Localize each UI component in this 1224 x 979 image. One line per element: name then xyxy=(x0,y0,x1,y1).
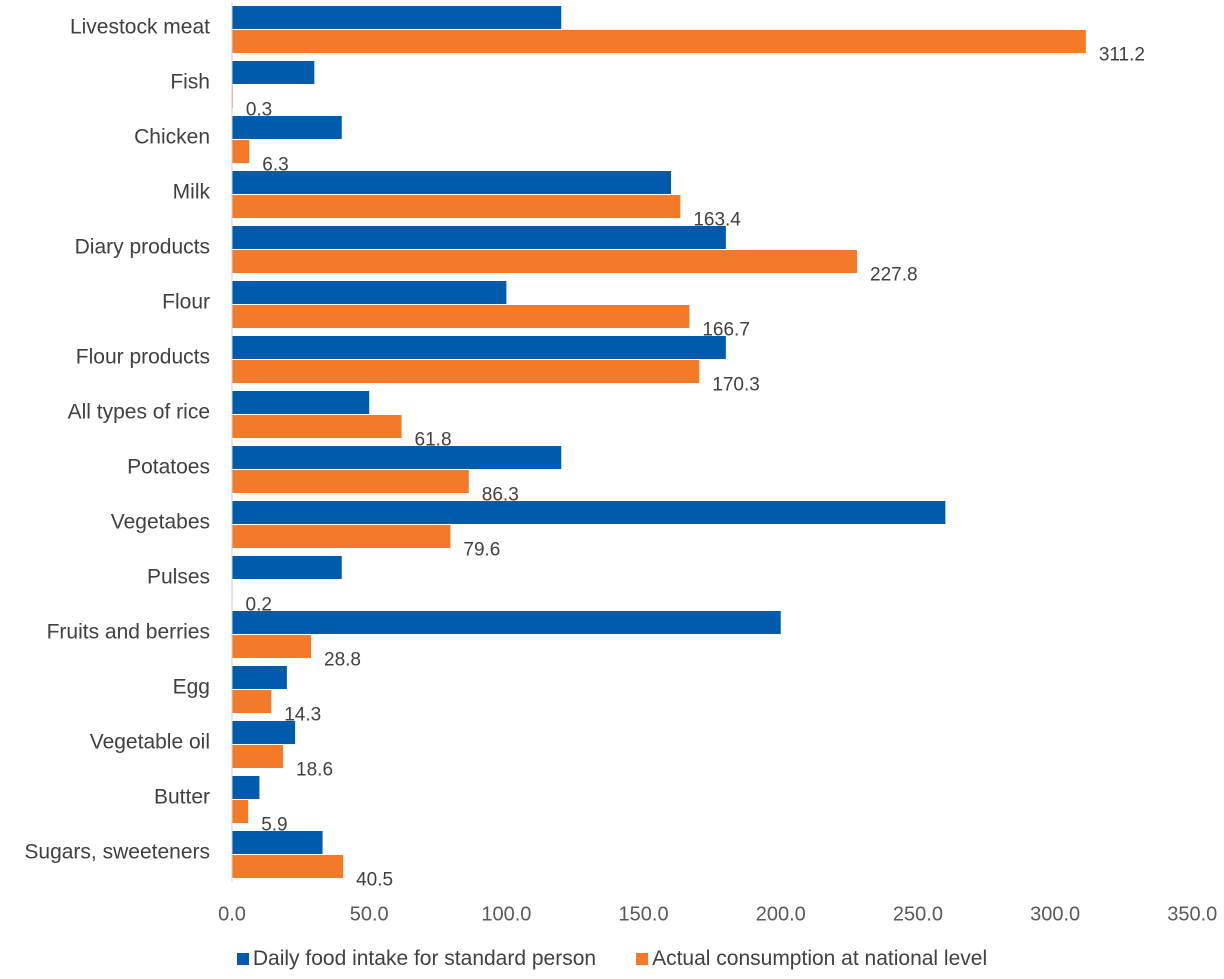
x-tick-label: 300.0 xyxy=(1030,903,1080,925)
bar-actual-consumption xyxy=(232,525,451,548)
category-labels: Livestock meat Fish Chicken Milk Diary produ… xyxy=(24,16,210,864)
category-label: Sugars, sweeteners xyxy=(24,841,210,864)
bar-actual-consumption xyxy=(232,470,469,493)
category-label: Vegetable oil xyxy=(90,731,210,754)
bar-actual-consumption xyxy=(232,745,284,768)
bar-daily-intake xyxy=(232,6,562,29)
bar-actual-consumption xyxy=(232,800,249,823)
category-label: Potatoes xyxy=(127,456,210,479)
category-label: Livestock meat xyxy=(70,16,210,39)
bar-actual-consumption xyxy=(232,360,700,383)
data-label: 163.4 xyxy=(693,210,741,231)
bar-daily-intake xyxy=(232,336,726,359)
data-label: 40.5 xyxy=(356,870,393,891)
legend-swatch-blue xyxy=(236,953,249,965)
category-label: Vegetabes xyxy=(111,511,210,534)
x-tick-label: 100.0 xyxy=(481,903,531,925)
category-label: Pulses xyxy=(147,566,210,589)
bar-daily-intake xyxy=(232,666,287,689)
bar-daily-intake xyxy=(232,446,562,469)
x-tick-label: 250.0 xyxy=(893,903,943,925)
x-tick-label: 200.0 xyxy=(756,903,806,925)
data-label: 311.2 xyxy=(1099,45,1145,66)
bar-daily-intake xyxy=(232,721,296,744)
category-label: Flour xyxy=(162,291,210,314)
category-label: Flour products xyxy=(76,346,210,369)
bar-daily-intake xyxy=(232,556,342,579)
x-tick-label: 50.0 xyxy=(350,903,389,925)
bar-daily-intake xyxy=(232,116,342,139)
x-tick-label: 150.0 xyxy=(619,903,669,925)
data-label: 14.3 xyxy=(284,705,321,726)
bar-daily-intake xyxy=(232,776,260,799)
bar-actual-consumption xyxy=(232,30,1086,53)
bar-daily-intake xyxy=(232,61,315,84)
bar-daily-intake xyxy=(232,391,370,414)
data-label: 227.8 xyxy=(870,265,918,286)
bar-daily-intake xyxy=(232,226,726,249)
category-label: Fish xyxy=(170,71,210,94)
bar-daily-intake xyxy=(232,171,671,194)
data-label: 0.3 xyxy=(246,100,272,121)
legend-label: Daily food intake for standard person xyxy=(252,947,597,970)
data-label: 6.3 xyxy=(262,155,288,176)
bar-actual-consumption xyxy=(232,415,402,438)
x-tick-label: 350.0 xyxy=(1167,903,1217,925)
x-tick-label: 0.0 xyxy=(218,903,246,925)
data-label: 79.6 xyxy=(463,540,500,561)
bar-actual-consumption xyxy=(232,635,312,658)
bar-actual-consumption xyxy=(232,305,690,328)
bar-chart: Livestock meat Fish Chicken Milk Diary produ… xyxy=(24,2,1217,925)
category-label: All types of rice xyxy=(68,401,210,424)
bar-daily-intake xyxy=(232,501,946,524)
data-label: 86.3 xyxy=(482,485,519,506)
legend-label: Actual consumption at national level xyxy=(652,947,988,970)
legend-item-daily-intake: Daily food intake for standard person xyxy=(236,944,597,974)
bar-daily-intake xyxy=(232,831,323,854)
bar-actual-consumption xyxy=(232,250,858,273)
bar-actual-consumption xyxy=(232,855,344,878)
category-label: Egg xyxy=(173,676,210,699)
legend: Daily food intake for standard person Ac… xyxy=(0,944,1224,974)
category-label: Milk xyxy=(173,181,211,204)
bar-actual-consumption xyxy=(232,690,272,713)
data-label: 61.8 xyxy=(415,430,452,451)
data-label: 0.2 xyxy=(246,595,272,616)
bar-daily-intake xyxy=(232,611,781,634)
data-label: 28.8 xyxy=(324,650,361,671)
bars-group xyxy=(232,6,1086,878)
category-label: Fruits and berries xyxy=(47,621,210,644)
bar-actual-consumption xyxy=(232,140,250,163)
data-label: 170.3 xyxy=(712,375,760,396)
legend-item-actual-consumption: Actual consumption at national level xyxy=(636,944,987,974)
data-labels: 311.2 0.3 6.3 163.4 227.8 166.7 170.3 61.8 86.3 7… xyxy=(246,45,1145,891)
legend-swatch-orange xyxy=(636,953,649,965)
category-label: Diary products xyxy=(75,236,210,259)
category-label: Butter xyxy=(154,786,210,809)
category-label: Chicken xyxy=(134,126,210,149)
data-label: 166.7 xyxy=(702,320,750,341)
data-label: 5.9 xyxy=(261,815,287,836)
data-label: 18.6 xyxy=(296,760,333,781)
bar-actual-consumption xyxy=(232,195,681,218)
x-axis-tick-labels: 0.0 50.0 100.0 150.0 200.0 250.0 300.0 350.0 xyxy=(218,903,1217,925)
bar-daily-intake xyxy=(232,281,507,304)
